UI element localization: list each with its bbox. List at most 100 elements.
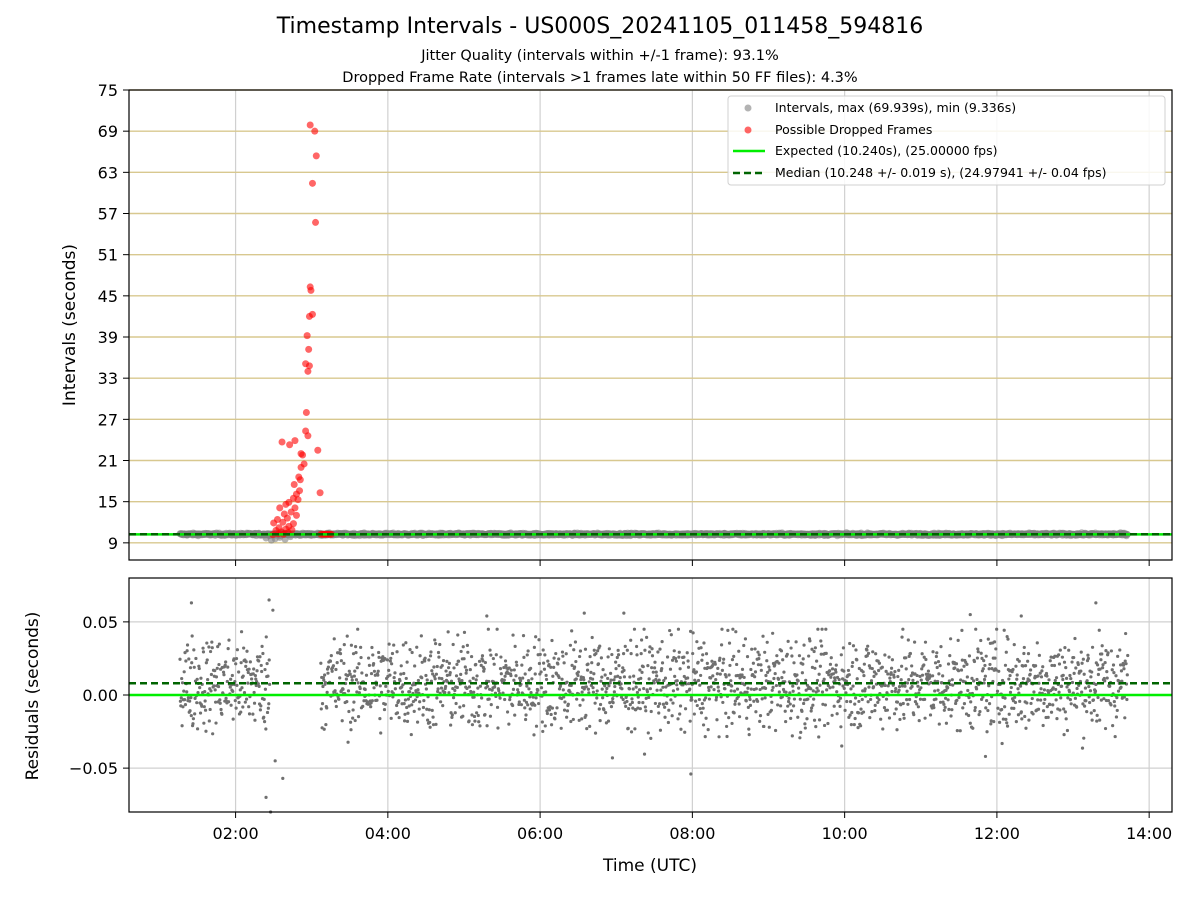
residual-point [889,671,893,675]
residual-point [589,670,593,674]
residual-point [445,673,449,677]
residual-point [698,683,702,687]
residual-point [226,700,231,704]
residual-point [935,651,939,655]
residual-point [753,647,757,651]
residual-point [1021,664,1025,668]
residual-point [1073,636,1077,641]
residual-point [1052,663,1057,668]
residual-point [497,688,501,693]
residual-point [1062,707,1066,711]
residual-point [748,703,753,707]
dropped-frame-point [302,408,310,416]
residual-point [1120,679,1124,683]
residual-point [815,659,819,663]
residual-point [576,673,580,678]
residual-point [624,704,628,708]
residual-point [592,648,596,652]
residual-point [584,685,588,689]
residual-point [700,658,704,662]
residual-point [594,651,598,656]
residual-point [631,687,635,691]
residual-point [911,678,915,682]
residual-point [973,708,977,713]
residual-point [696,660,700,664]
residual-point [320,702,325,706]
residual-point [377,655,381,659]
residual-point [467,719,471,723]
residual-point [817,718,822,722]
residual-point [869,679,874,683]
residual-point [423,659,427,663]
residual-point [227,638,231,642]
residual-point [876,700,880,705]
residual-point [440,677,444,681]
residual-point [946,686,950,690]
residual-point [399,672,403,676]
residual-point [358,686,362,691]
residual-point [254,683,258,688]
residual-point [433,638,437,642]
residual-point [199,676,203,680]
residual-point [263,667,267,672]
residual-point [620,687,624,691]
residual-point [1015,673,1019,677]
residual-point [797,654,802,658]
residual-point [938,700,943,704]
residual-point [900,684,905,688]
residual-point [968,612,972,617]
residual-point [650,647,654,651]
residual-point [771,631,775,635]
residual-point [607,684,611,688]
residual-point [602,708,606,712]
residual-point [464,671,468,675]
residual-point [1110,668,1114,672]
residual-point [431,672,435,676]
residual-point [853,716,857,721]
residual-point [551,674,555,678]
residual-point [456,633,460,637]
residual-point [183,702,188,707]
residual-point [792,697,797,701]
residual-point [445,659,449,663]
residual-point [1022,645,1026,650]
residual-point [700,701,704,706]
residual-point [550,638,554,643]
residual-point [552,665,556,669]
residual-point [838,704,842,708]
residual-point [483,660,488,665]
residual-point [421,713,425,717]
residual-point [941,674,945,678]
residual-point [756,650,760,654]
residual-point [512,668,516,672]
residual-point [918,697,923,701]
residual-point [220,712,224,716]
residual-point [351,652,356,656]
residual-point [1004,650,1008,654]
residual-point [920,667,924,671]
residual-point [267,658,271,662]
residual-point [726,628,730,632]
residual-point [241,705,245,709]
residual-point [1003,696,1007,700]
residual-point [413,664,417,668]
residual-point [1122,667,1126,671]
residual-point [881,727,885,731]
residual-point [715,672,719,676]
residual-point [471,676,475,680]
residual-point [885,708,889,712]
residual-point [1066,696,1070,700]
residual-point [786,639,790,643]
residual-point [439,686,444,690]
residual-point [844,679,848,683]
residual-point [652,681,656,685]
residual-point [1064,666,1068,670]
residual-point [833,676,837,680]
legend-label-intervals: Intervals, max (69.939s), min (9.336s) [775,100,1016,115]
residual-point [755,699,760,703]
residual-point [397,715,401,720]
residual-point [1051,703,1055,707]
residual-point [514,660,518,664]
residual-point [937,722,941,726]
residual-point [858,724,863,728]
